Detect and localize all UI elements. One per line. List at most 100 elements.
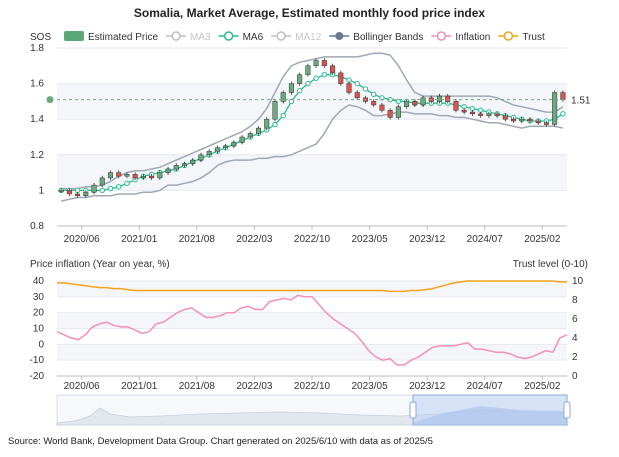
legend-item-trust[interactable]: Trust <box>498 31 545 43</box>
legend-swatch-marker <box>335 32 344 40</box>
trust-axis-label: Trust level (0-10) <box>513 259 588 270</box>
y-tick-label: 1.4 <box>30 114 44 125</box>
price-axis-label: SOS <box>30 32 51 43</box>
legend-label: Inflation <box>455 32 490 43</box>
navigator-right-handle[interactable] <box>563 401 571 419</box>
ma6-point <box>280 112 286 119</box>
price-candle <box>321 60 327 67</box>
price-candle <box>66 190 72 195</box>
price-candle <box>453 101 459 111</box>
price-candle <box>140 175 146 179</box>
price-candle <box>387 110 393 118</box>
price-candle <box>223 145 229 148</box>
time-range-navigator[interactable] <box>56 394 571 426</box>
price-candle <box>190 159 196 164</box>
price-candle <box>478 113 484 116</box>
y-tick-label-right: 2 <box>572 352 578 363</box>
x-tick-label: 2022/10 <box>294 381 331 392</box>
last-price-label: 1.51 <box>571 96 591 107</box>
legend-item-ma3[interactable]: MA3 <box>166 31 211 43</box>
legend-item-bollinger-bands[interactable]: Bollinger Bands <box>329 32 423 43</box>
trust-line <box>57 280 567 293</box>
price-candle <box>519 118 525 122</box>
price-candle <box>486 113 492 116</box>
price-candle <box>313 60 319 67</box>
legend[interactable]: Estimated Price MA3 MA6 MA12 Bollinger Bands… <box>64 31 545 43</box>
price-candle <box>469 111 475 115</box>
price-candle <box>436 95 443 102</box>
grid-band <box>57 154 567 191</box>
price-candle <box>395 106 401 118</box>
y-tick-label-right: 4 <box>572 333 578 344</box>
y-tick-label-left: -20 <box>30 371 45 382</box>
price-candle <box>272 101 278 120</box>
y-tick-label-left: -10 <box>30 355 45 366</box>
price-candle <box>379 104 385 111</box>
y-tick-label-right: 0 <box>572 371 578 382</box>
price-chart: SOS 0.8 1 1.2 1.4 1.6 1.8 2020/06 2021/01 2021/… <box>30 32 591 245</box>
y-tick-label-left: 30 <box>33 292 45 303</box>
x-tick-label: 2022/03 <box>236 234 273 245</box>
legend-label: Trust <box>522 32 545 43</box>
price-candle <box>83 191 89 196</box>
price-candle <box>404 101 410 107</box>
price-candle <box>181 163 188 166</box>
x-tick-label: 2024/07 <box>467 381 504 392</box>
legend-item-ma6[interactable]: MA6 <box>218 31 264 43</box>
price-candle <box>552 92 558 125</box>
ma6-point <box>99 187 105 194</box>
x-tick-label: 2020/06 <box>64 381 101 392</box>
ma6-point <box>305 80 311 87</box>
ma6-point <box>370 91 377 97</box>
legend-item-estimated-price[interactable]: Estimated Price <box>64 31 158 43</box>
legend-item-ma12[interactable]: MA12 <box>271 31 322 43</box>
price-candle <box>511 118 517 122</box>
legend-swatch-marker <box>223 31 234 41</box>
x-tick-label: 2021/08 <box>179 381 216 392</box>
ma6-point <box>395 98 402 105</box>
y-tick-label-right: 6 <box>572 314 578 325</box>
price-candle <box>346 83 352 93</box>
source-note: Source: World Bank, Development Data Gro… <box>8 436 433 447</box>
legend-label: MA6 <box>243 32 264 43</box>
price-candle <box>247 133 253 138</box>
legend-label: Bollinger Bands <box>353 32 423 43</box>
ma6-point <box>124 180 130 186</box>
price-candle <box>99 177 105 186</box>
y-tick-label: 1 <box>38 185 44 196</box>
price-candle <box>338 72 344 84</box>
legend-swatch-marker <box>276 31 286 41</box>
inflation-chart: Price inflation (Year on year, %) Trust … <box>30 259 588 392</box>
grid-band <box>57 312 567 329</box>
last-price-marker <box>46 96 54 104</box>
ma6-point <box>354 80 360 87</box>
y-tick-label: 1.6 <box>30 79 44 90</box>
y-tick-label: 1.8 <box>30 43 44 54</box>
x-tick-label: 2023/05 <box>352 234 389 245</box>
price-candle <box>297 74 303 84</box>
y-tick-label-right: 10 <box>572 276 584 287</box>
price-candle <box>206 150 212 156</box>
x-tick-label: 2021/01 <box>121 234 158 245</box>
ma6-point <box>560 111 566 117</box>
price-candle <box>75 193 81 196</box>
price-candle <box>560 92 566 100</box>
legend-swatch-marker <box>436 31 447 41</box>
price-candle <box>330 65 336 74</box>
price-candle <box>107 172 113 179</box>
y-tick-label-left: 20 <box>33 308 45 319</box>
price-candle <box>502 115 508 120</box>
price-candle <box>354 92 360 99</box>
price-candle <box>445 95 451 102</box>
legend-swatch-marker <box>503 31 514 41</box>
legend-item-inflation[interactable]: Inflation <box>431 31 490 43</box>
x-tick-label: 2023/05 <box>352 381 389 392</box>
price-candle <box>157 172 163 179</box>
legend-swatch <box>64 31 84 41</box>
chart-title: Somalia, Market Average, Estimated month… <box>134 6 486 20</box>
grid-band <box>57 344 567 361</box>
navigator-left-handle[interactable] <box>409 401 417 419</box>
price-candle <box>239 136 245 143</box>
